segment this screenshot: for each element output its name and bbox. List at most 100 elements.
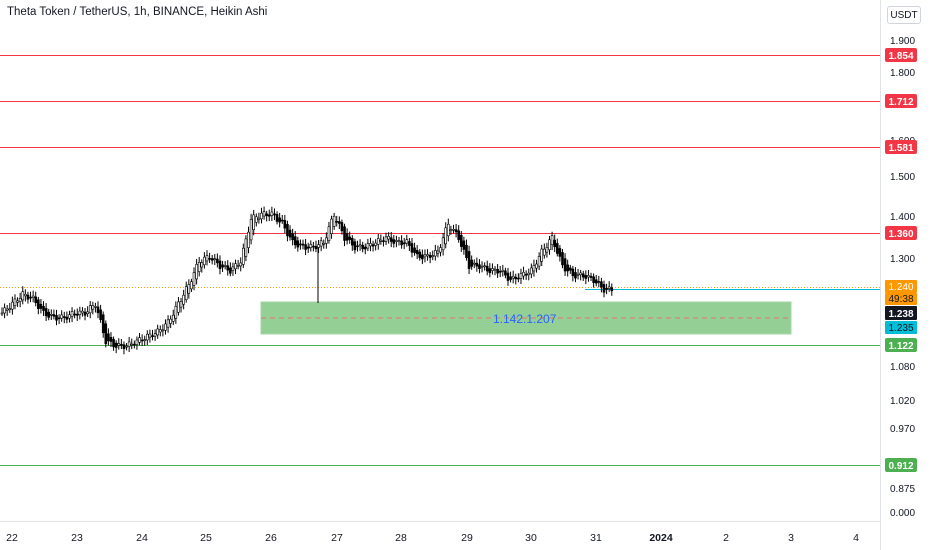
time-axis[interactable]: 22 23 24 25 26 27 28 29 30 31 2024 2 3 4 <box>6 532 859 544</box>
candle <box>421 249 424 265</box>
candle <box>236 259 240 270</box>
candle <box>101 311 105 338</box>
candle <box>330 215 333 239</box>
candle <box>114 340 118 354</box>
candle <box>275 211 279 225</box>
svg-text:1.360: 1.360 <box>888 229 913 240</box>
candle <box>358 239 362 251</box>
candle <box>594 274 598 287</box>
currency-button[interactable]: USDT <box>887 6 921 24</box>
candle <box>605 283 608 295</box>
candle <box>96 301 100 319</box>
candle <box>579 269 582 281</box>
candle <box>107 328 110 346</box>
candle <box>410 238 414 258</box>
price-tags: 1.854 1.712 1.581 1.360 1.122 0.912 1.24049:38… <box>885 48 917 472</box>
candle <box>511 270 515 284</box>
candle <box>470 255 473 270</box>
x-tick-label: 30 <box>525 532 537 544</box>
resistance-price-tag: 1.712 <box>885 94 917 108</box>
candle <box>148 329 152 343</box>
candle <box>37 296 40 315</box>
candle <box>535 259 538 273</box>
y-tick-label: 1.020 <box>890 396 915 407</box>
current-price-tag: 1.240 <box>885 280 917 293</box>
candle <box>387 232 390 244</box>
candle <box>475 257 479 272</box>
candle <box>146 330 149 345</box>
candle <box>169 315 172 329</box>
candle <box>498 265 502 278</box>
candle <box>247 226 250 254</box>
x-tick-label: 23 <box>71 532 83 544</box>
candle <box>94 302 97 313</box>
candle <box>50 309 53 320</box>
candle <box>491 263 494 275</box>
candles[interactable] <box>0 206 614 355</box>
candle <box>244 235 248 262</box>
candle <box>592 273 595 288</box>
candle <box>273 208 276 221</box>
candle <box>218 255 222 275</box>
candle <box>70 307 74 323</box>
candle <box>216 253 219 268</box>
candle <box>444 222 448 249</box>
support-price-tag: 0.912 <box>885 458 917 472</box>
support-price-tag: 1.122 <box>885 338 917 352</box>
candle <box>83 308 87 321</box>
candle <box>532 259 536 277</box>
candle <box>441 233 445 256</box>
candle <box>164 319 167 335</box>
x-tick-label: 28 <box>395 532 407 544</box>
candle <box>558 245 562 262</box>
candle <box>607 281 611 292</box>
candle <box>24 289 27 302</box>
candle <box>135 336 139 350</box>
candle <box>288 225 292 241</box>
candle <box>478 259 481 274</box>
candle <box>371 240 375 252</box>
x-tick-label: 22 <box>6 532 18 544</box>
candle <box>493 266 497 276</box>
candle <box>423 249 427 263</box>
candle <box>190 278 193 292</box>
x-tick-label: 25 <box>200 532 212 544</box>
price-axis[interactable]: 1.9001.8001.6001.5001.4001.3001.0801.020… <box>890 36 915 519</box>
horizontal-levels[interactable] <box>0 55 880 466</box>
candle <box>504 267 507 279</box>
demand-zone[interactable] <box>260 301 792 335</box>
candle <box>5 305 9 316</box>
svg-text:49:38: 49:38 <box>888 294 913 305</box>
candle <box>26 291 30 304</box>
candle <box>301 239 305 250</box>
candle <box>363 243 367 255</box>
candle <box>597 275 601 288</box>
zone-label: 1.142.1.207 <box>493 312 557 326</box>
candle <box>426 249 429 261</box>
svg-text:1.240: 1.240 <box>888 282 913 293</box>
candle <box>317 240 320 253</box>
candle <box>161 324 165 337</box>
x-tick-label: 27 <box>331 532 343 544</box>
candle <box>21 286 25 305</box>
candle <box>553 234 556 253</box>
candle <box>166 315 170 333</box>
candle <box>130 338 134 350</box>
candle <box>574 267 577 283</box>
candle <box>99 304 102 323</box>
candle <box>335 215 339 227</box>
candle <box>260 207 263 224</box>
candle <box>571 266 575 282</box>
candle <box>278 212 281 228</box>
candle <box>182 289 185 310</box>
candle <box>140 334 144 346</box>
candle <box>156 324 159 339</box>
candle <box>322 239 326 249</box>
candle <box>397 236 401 246</box>
svg-text:1.238: 1.238 <box>888 309 913 320</box>
chart-title: Theta Token / TetherUS, 1h, BINANCE, Hei… <box>7 6 268 18</box>
candle <box>213 253 217 266</box>
candle <box>39 299 43 314</box>
candle <box>91 301 95 315</box>
